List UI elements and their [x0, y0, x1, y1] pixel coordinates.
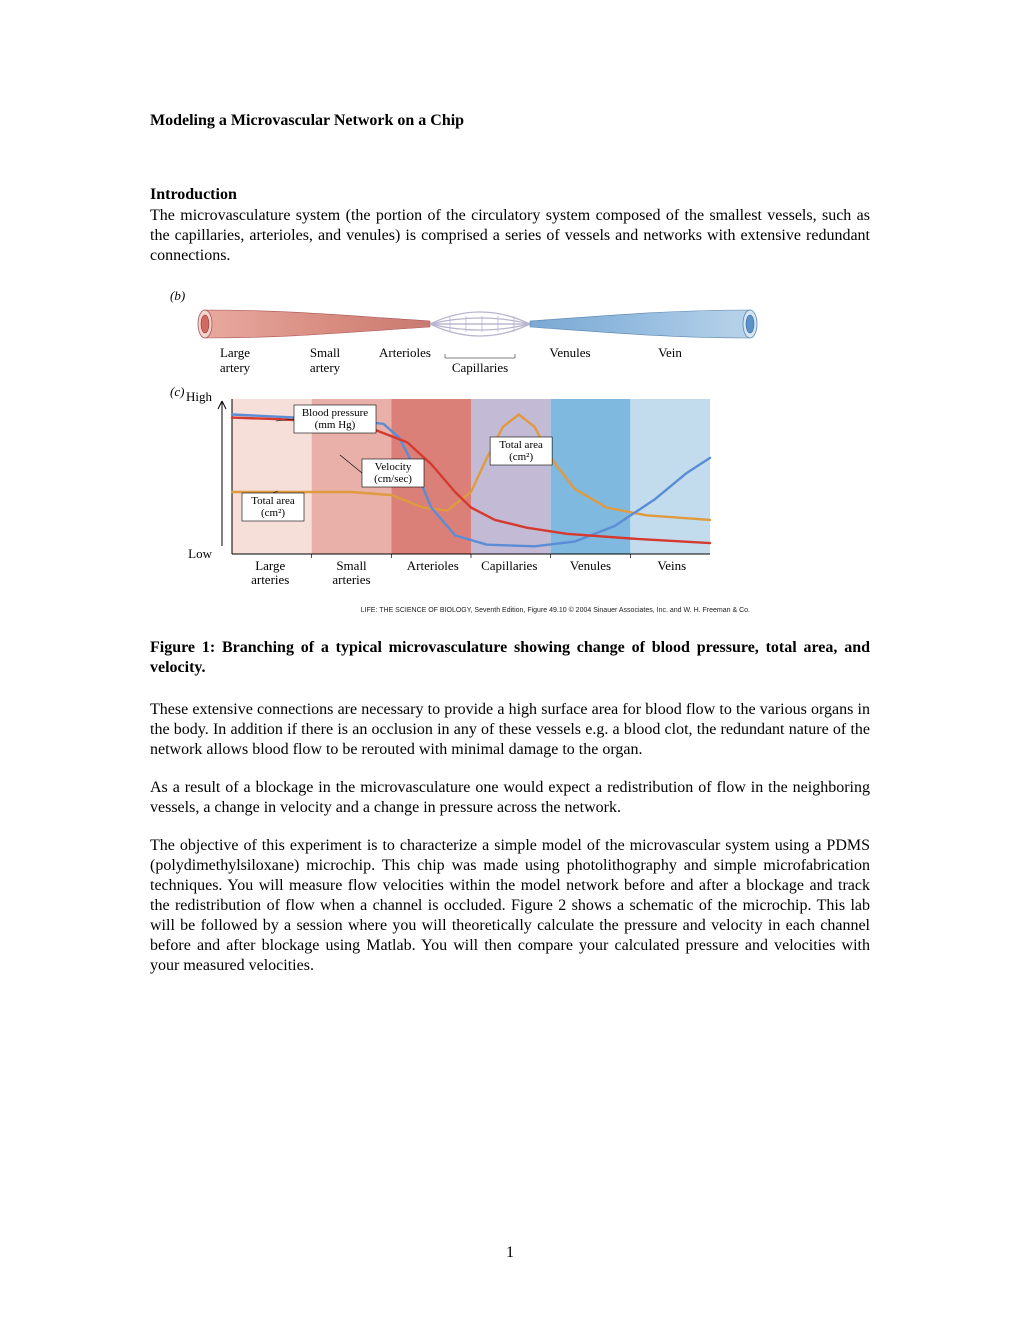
page: Modeling a Microvascular Network on a Ch… — [0, 0, 1020, 1320]
svg-text:Arterioles: Arterioles — [379, 345, 431, 360]
figure-1: (b)LargearterySmallarteryArteriolesCapil… — [150, 284, 770, 624]
paragraph-3: As a result of a blockage in the microva… — [150, 778, 870, 818]
svg-text:Total area: Total area — [499, 439, 543, 451]
paragraph-4: The objective of this experiment is to c… — [150, 836, 870, 976]
svg-text:(cm²): (cm²) — [261, 507, 285, 519]
figure-1-caption: Figure 1: Branching of a typical microva… — [150, 638, 870, 678]
section-heading-introduction: Introduction — [150, 186, 870, 204]
svg-text:arteries: arteries — [332, 572, 370, 587]
svg-text:arteries: arteries — [251, 572, 289, 587]
svg-text:Arterioles: Arterioles — [407, 558, 459, 573]
svg-text:Capillaries: Capillaries — [452, 360, 508, 375]
svg-text:Large: Large — [255, 558, 285, 573]
svg-text:(mm Hg): (mm Hg) — [315, 419, 356, 431]
svg-text:Large: Large — [220, 345, 250, 360]
svg-text:(b): (b) — [170, 288, 185, 303]
svg-text:Low: Low — [188, 546, 212, 561]
paragraph-intro: The microvasculature system (the portion… — [150, 206, 870, 266]
svg-text:Venules: Venules — [570, 558, 611, 573]
svg-text:Total area: Total area — [251, 495, 295, 507]
svg-text:Blood pressure: Blood pressure — [302, 407, 368, 419]
svg-text:artery: artery — [310, 360, 341, 375]
document-title: Modeling a Microvascular Network on a Ch… — [150, 112, 870, 130]
paragraph-2: These extensive connections are necessar… — [150, 700, 870, 760]
svg-text:Small: Small — [336, 558, 367, 573]
svg-text:Veins: Veins — [657, 558, 686, 573]
svg-text:(cm/sec): (cm/sec) — [374, 473, 412, 485]
svg-text:Velocity: Velocity — [375, 461, 412, 473]
svg-text:Vein: Vein — [658, 345, 682, 360]
svg-text:artery: artery — [220, 360, 251, 375]
page-number: 1 — [0, 1244, 1020, 1262]
svg-text:Capillaries: Capillaries — [481, 558, 537, 573]
svg-text:Small: Small — [310, 345, 341, 360]
svg-text:(cm²): (cm²) — [509, 451, 533, 463]
svg-text:(c): (c) — [170, 384, 184, 399]
svg-text:Venules: Venules — [549, 345, 590, 360]
svg-text:LIFE: THE SCIENCE OF BIOLOGY,: LIFE: THE SCIENCE OF BIOLOGY, Seventh Ed… — [361, 606, 750, 614]
svg-text:High: High — [186, 389, 213, 404]
